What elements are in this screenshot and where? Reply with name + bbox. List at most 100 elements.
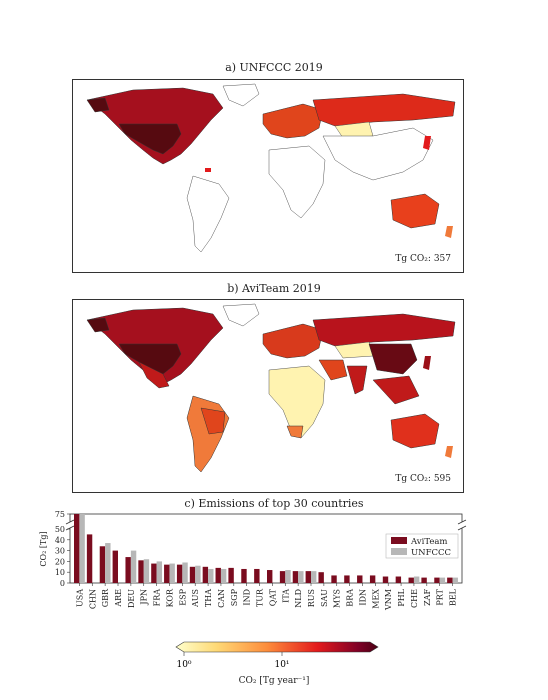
y-tick-label: 0 [60, 579, 65, 588]
bar-aviteam-rus [305, 571, 312, 583]
world-map-b [86, 303, 456, 473]
bar-aviteam-vnm [382, 576, 389, 583]
x-tick-label-gbr: GBR [101, 588, 110, 607]
africa [268, 145, 326, 219]
bar-aviteam-deu [125, 557, 131, 583]
japan [423, 136, 431, 150]
x-tick-label-ita: ITA [281, 589, 290, 603]
axis-break-right [459, 522, 465, 528]
x-tick-label-bel: BEL [449, 588, 458, 606]
x-tick-label-kor: KOR [165, 588, 174, 607]
asia [322, 127, 434, 181]
bar-aviteam-ita [279, 571, 286, 583]
x-tick-label-tha: THA [204, 589, 213, 607]
bar-aviteam-aus [189, 566, 196, 583]
bar-aviteam-can [215, 567, 221, 583]
bar-aviteam-ind [241, 568, 247, 583]
australia [390, 413, 440, 449]
new-zealand [445, 226, 453, 238]
x-tick-label-ind: IND [243, 589, 252, 606]
axis-break-mark [65, 525, 75, 531]
x-tick-label-esp: ESP [178, 588, 187, 605]
bar-aviteam-idn [357, 575, 363, 583]
axis-break-mark [457, 519, 467, 525]
bar-aviteam-sgp [228, 567, 234, 583]
bar-aviteam-nld [292, 571, 299, 583]
bar-unfccc-nld [298, 571, 304, 583]
bar-aviteam-mys [331, 575, 337, 583]
x-tick-label-chn: CHN [88, 589, 97, 609]
bar-aviteam-fra [151, 563, 157, 583]
bar-aviteam-jpn [138, 560, 144, 583]
bar-aviteam-tha [202, 566, 209, 583]
brazil [200, 407, 226, 435]
colorbar-tick-0: 10⁰ [176, 660, 191, 670]
y-tick-label: 40 [55, 536, 65, 545]
bar-unfccc-prt [439, 577, 446, 583]
bar-aviteam-sau [318, 572, 324, 583]
bar-chart-title: c) Emissions of top 30 countries [184, 497, 364, 510]
map-a-total: Tg CO₂: 357 [393, 254, 453, 264]
y-tick-label: 10 [55, 568, 65, 577]
axis-break-mark [457, 525, 467, 531]
colorbar-tick-1: 10¹ [274, 660, 289, 670]
bar-aviteam-gbr [99, 546, 106, 583]
plot-frame [69, 513, 463, 584]
x-tick-label-can: CAN [217, 589, 226, 608]
y-tick-label: 50 [55, 525, 65, 534]
africa [268, 365, 326, 439]
y-tick-label: 20 [55, 557, 65, 566]
x-tick-label-deu: DEU [127, 589, 136, 608]
y-axis-label: CO₂ [Tg] [39, 531, 48, 566]
greenland [222, 303, 260, 327]
x-tick-label-jpn: JPN [140, 589, 149, 606]
bar-aviteam-tur [254, 568, 260, 583]
x-tick-label-bra: BRA [346, 589, 355, 607]
legend-swatch-aviteam [391, 537, 407, 544]
russia [312, 313, 456, 347]
bar-unfccc-kor [169, 563, 175, 583]
india [346, 365, 368, 395]
bar-aviteam-che [408, 577, 414, 583]
legend-label-unfccc: UNFCCC [411, 548, 451, 558]
bar-unfccc-fra [156, 561, 163, 583]
bar-aviteam-usa [74, 514, 80, 583]
x-tick-label-are: ARE [114, 589, 123, 608]
caribbean-mark [205, 168, 211, 172]
bar-unfccc-che [413, 576, 420, 583]
y-tick-label: 30 [55, 547, 65, 556]
south-america [186, 175, 230, 253]
bar-unfccc-gbr [105, 543, 111, 583]
colorbar-gradient [175, 641, 379, 653]
map-a: Tg CO₂: 357 [72, 79, 464, 273]
x-tick-label-che: CHE [410, 589, 419, 608]
bar-unfccc-can [220, 568, 227, 583]
x-tick-label-vnm: VNM [384, 589, 393, 611]
bar-aviteam-phl [395, 576, 402, 583]
axis-break-mark [65, 519, 75, 525]
bar-unfccc-tha [208, 568, 214, 583]
bar-unfccc-ita [285, 570, 291, 583]
bar-unfccc-rus [311, 571, 317, 583]
bar-unfccc-usa [79, 514, 85, 583]
china [368, 343, 418, 375]
bar-aviteam-chn [86, 534, 93, 583]
bar-unfccc-jpn [143, 559, 150, 583]
bar-aviteam-kor [164, 564, 170, 583]
south-africa [286, 425, 304, 439]
new-zealand [445, 446, 453, 458]
x-tick-label-tur: TUR [256, 588, 265, 607]
map-b-title: b) AviTeam 2019 [227, 282, 321, 295]
x-tick-label-mex: MEX [371, 589, 380, 609]
map-b: Tg CO₂: 595 [72, 299, 464, 493]
x-tick-label-fra: FRA [153, 589, 162, 607]
middle-east [318, 359, 348, 381]
bar-unfccc-deu [130, 550, 137, 583]
australia [390, 193, 440, 229]
x-tick-label-phl: PHL [397, 588, 406, 606]
x-tick-label-sgp: SGP [230, 588, 239, 606]
usa [118, 123, 182, 155]
bar-unfccc-aus [195, 565, 201, 583]
